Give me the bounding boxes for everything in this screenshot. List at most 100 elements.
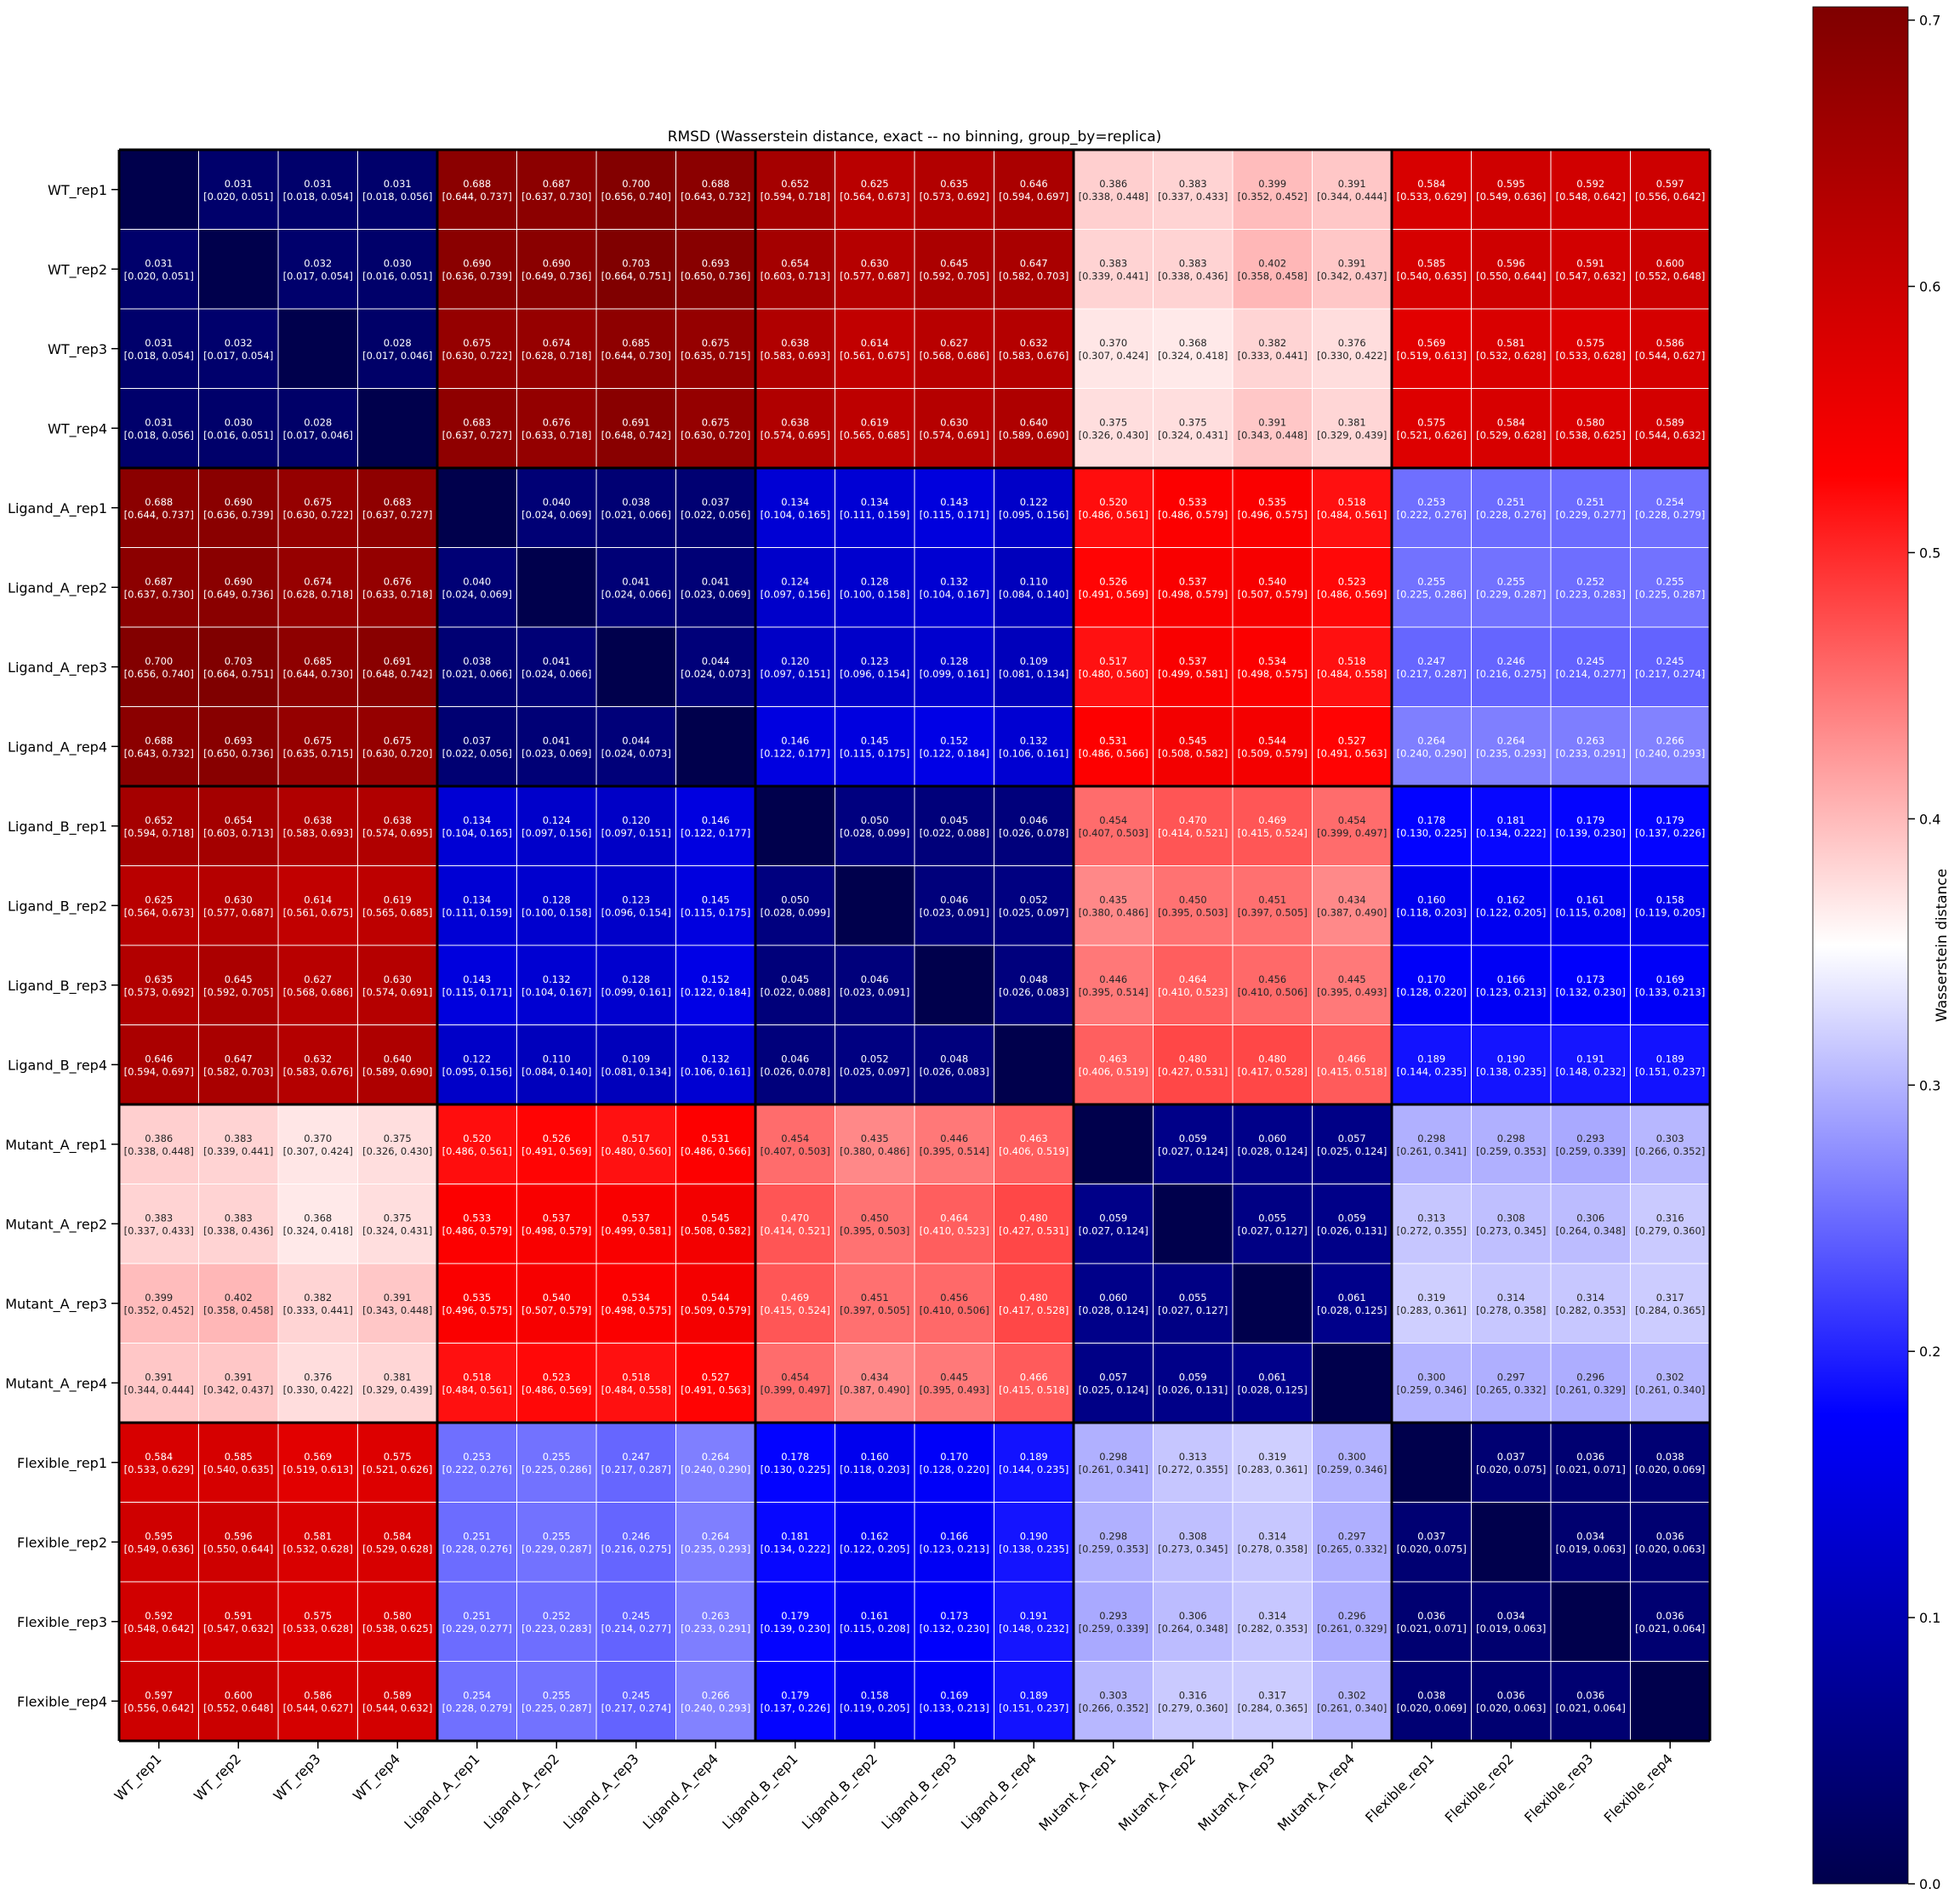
heatmap-cell: [357, 1104, 438, 1184]
cell-value-label: 0.647: [1020, 257, 1048, 269]
cell-value-label: 0.057: [1338, 1133, 1366, 1144]
heatmap-cell: [755, 626, 835, 707]
cell-value-label: 0.052: [1020, 893, 1048, 905]
cell-value-label: 0.688: [145, 734, 173, 746]
cell-value-label: 0.166: [1497, 973, 1525, 985]
heatmap-cell: [516, 1581, 597, 1662]
heatmap-cell: [357, 467, 438, 548]
cell-value-label: 0.531: [1099, 734, 1127, 746]
heatmap-cell: [1471, 944, 1552, 1025]
cell-value-label: 0.122: [463, 1053, 491, 1064]
cell-interval-label: [0.532, 0.628]: [283, 1543, 353, 1555]
column-label: Ligand_B_rep4: [958, 1750, 1040, 1833]
heatmap-cell: [436, 1502, 517, 1583]
heatmap-cell: [1312, 1184, 1393, 1264]
cell-interval-label: [0.229, 0.287]: [1476, 588, 1546, 600]
heatmap-cell: [994, 308, 1074, 389]
heatmap-cell: [1471, 1104, 1552, 1184]
cell-value-label: 0.146: [702, 814, 730, 826]
cell-interval-label: [0.407, 0.503]: [761, 1145, 830, 1157]
cell-value-label: 0.638: [781, 416, 809, 428]
cell-interval-label: [0.122, 0.184]: [920, 747, 989, 759]
heatmap-cell: [1232, 1661, 1313, 1742]
cell-value-label: 0.391: [1338, 257, 1366, 269]
heatmap-cell: [1153, 1661, 1234, 1742]
cell-interval-label: [0.223, 0.283]: [1556, 588, 1626, 600]
cell-value-label: 0.391: [384, 1292, 412, 1304]
heatmap-cell: [1391, 1104, 1472, 1184]
cell-interval-label: [0.407, 0.503]: [1079, 827, 1148, 839]
heatmap-cell: [198, 944, 279, 1025]
heatmap-cell: [595, 1661, 676, 1742]
heatmap-cell: [1153, 1263, 1234, 1344]
cell-value-label: 0.456: [1258, 973, 1286, 985]
cell-interval-label: [0.139, 0.230]: [761, 1623, 830, 1635]
cell-interval-label: [0.097, 0.156]: [761, 588, 830, 600]
heatmap-cell: [277, 229, 358, 310]
heatmap-cell: [1471, 1184, 1552, 1264]
heatmap-cell: [436, 149, 517, 230]
heatmap-cell: [595, 944, 676, 1025]
cell-interval-label: [0.016, 0.051]: [362, 270, 432, 282]
cell-interval-label: [0.100, 0.158]: [521, 906, 591, 918]
heatmap-cell: [914, 1661, 994, 1742]
heatmap-cell: [1550, 1422, 1631, 1503]
heatmap-cell: [1232, 1581, 1313, 1662]
cell-interval-label: [0.240, 0.290]: [1397, 747, 1467, 759]
cell-value-label: 0.435: [1099, 893, 1127, 905]
cell-value-label: 0.640: [1020, 416, 1048, 428]
heatmap-cell: [118, 547, 199, 628]
cell-interval-label: [0.020, 0.063]: [1476, 1702, 1546, 1714]
heatmap-cell: [835, 547, 915, 628]
cell-interval-label: [0.225, 0.287]: [1635, 588, 1705, 600]
cell-value-label: 0.314: [1258, 1610, 1286, 1622]
cell-value-label: 0.308: [1179, 1530, 1207, 1542]
cell-interval-label: [0.115, 0.171]: [442, 986, 512, 998]
cell-value-label: 0.061: [1258, 1371, 1286, 1383]
cell-value-label: 0.169: [940, 1689, 968, 1701]
heatmap-cell: [118, 1422, 199, 1503]
cell-interval-label: [0.021, 0.066]: [601, 509, 671, 521]
heatmap-cell: [1232, 149, 1313, 230]
heatmap-cell: [595, 1343, 676, 1424]
cell-value-label: 0.675: [702, 337, 730, 349]
heatmap-cell: [1312, 785, 1393, 866]
cell-value-label: 0.179: [1576, 814, 1604, 826]
heatmap-cell: [1550, 706, 1631, 787]
cell-value-label: 0.173: [940, 1610, 968, 1622]
row-labels: WT_rep1 WT_rep2 WT_rep3 WT_rep4 Ligand_A_rep…: [5, 182, 119, 1710]
colorbar-tick-label: 0.6: [1919, 279, 1940, 295]
heatmap-cell: [835, 467, 915, 548]
cell-interval-label: [0.020, 0.051]: [203, 191, 273, 203]
cell-interval-label: [0.134, 0.222]: [1476, 827, 1546, 839]
group-block-borders: [117, 148, 1712, 1743]
heatmap-cell: [675, 785, 756, 866]
cell-interval-label: [0.326, 0.430]: [1079, 429, 1148, 441]
cell-value-label: 0.614: [861, 337, 889, 349]
cell-interval-label: [0.259, 0.353]: [1476, 1145, 1546, 1157]
cell-interval-label: [0.217, 0.274]: [1635, 668, 1705, 680]
heatmap-cell: [675, 1661, 756, 1742]
cell-interval-label: [0.406, 0.519]: [999, 1145, 1068, 1157]
cell-value-label: 0.638: [384, 814, 412, 826]
heatmap-cell: [994, 229, 1074, 310]
cell-value-label: 0.625: [145, 893, 173, 905]
heatmap-cell: [357, 785, 438, 866]
colorbar-ticks: 0.0 0.1 0.2 0.3 0.4 0.5 0.6 0.7: [1908, 13, 1940, 1892]
cell-value-label: 0.308: [1497, 1212, 1525, 1224]
cell-interval-label: [0.519, 0.613]: [1397, 350, 1467, 362]
cell-value-label: 0.031: [304, 178, 332, 190]
column-label: Ligand_A_rep3: [560, 1750, 642, 1833]
cell-interval-label: [0.496, 0.575]: [1238, 509, 1308, 521]
cell-value-label: 0.036: [1656, 1610, 1684, 1622]
heatmap-cell: [198, 467, 279, 548]
heatmap-cell: [1153, 785, 1234, 866]
cell-value-label: 0.297: [1338, 1530, 1366, 1542]
cell-interval-label: [0.233, 0.291]: [1556, 747, 1626, 759]
heatmap-cell: [277, 865, 358, 946]
cell-value-label: 0.173: [1576, 973, 1604, 985]
cell-value-label: 0.297: [1497, 1371, 1525, 1383]
heatmap-cell: [1630, 547, 1711, 628]
cell-interval-label: [0.261, 0.341]: [1079, 1464, 1148, 1475]
cell-interval-label: [0.225, 0.286]: [521, 1464, 591, 1475]
